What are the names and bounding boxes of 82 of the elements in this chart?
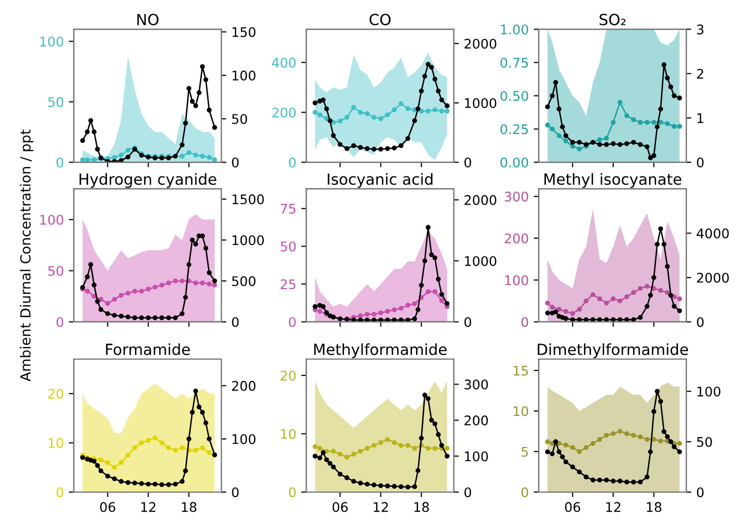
y2-tick-label: 100 (232, 70, 256, 81)
y2-tick-label: 1 (698, 113, 704, 123)
x-tick-label: 12 (374, 502, 388, 512)
y-tick-label: 0 (521, 317, 528, 328)
y2-tick-label: 2000 (697, 272, 729, 283)
x-tick-label: 12 (606, 502, 620, 512)
y2-tick-label: 100 (465, 451, 488, 462)
y2-tick-label: 0 (232, 317, 239, 328)
y-tick-label: 50 (48, 97, 64, 108)
y2-tick-label: 300 (464, 379, 488, 390)
y2-tick-label: 500 (232, 276, 256, 286)
y-tick-label: 1.00 (501, 24, 528, 34)
y2-tick-label: 1500 (232, 194, 264, 204)
x-tick-label: 06 (565, 502, 580, 512)
chart-title: Isocyanic acid (328, 173, 432, 188)
y-tick-label: 0.00 (500, 157, 528, 168)
y-tick-label: 0 (56, 487, 64, 498)
y-tick-label: 200 (272, 108, 296, 118)
y-tick-label: 50 (48, 266, 64, 276)
y-tick-label: 10 (514, 406, 528, 416)
y2-tick-label: 0 (696, 487, 704, 498)
chart-title: Formamide (106, 343, 190, 356)
y2-tick-label: 0 (464, 317, 472, 328)
y-tick-label: 0.50 (500, 90, 528, 101)
y2-tick-label: 1000 (465, 98, 496, 108)
x-tick-label: 12 (141, 502, 156, 512)
y-tick-label: 400 (272, 58, 296, 68)
y2-tick-label: 0 (464, 157, 472, 168)
y2-tick-label: 4000 (696, 228, 729, 238)
y-tick-label: 100 (40, 214, 64, 225)
y-tick-label: 0.25 (500, 124, 528, 134)
y2-tick-label: 0 (232, 157, 239, 168)
y-tick-label: 15 (514, 366, 528, 376)
y2-tick-label: 0 (696, 157, 704, 168)
y-tick-label: 0 (289, 317, 296, 328)
y-tick-label: 0.75 (500, 58, 528, 68)
chart-title: CO (370, 14, 391, 26)
chart-title: NO (137, 14, 158, 26)
y-tick-label: 100 (40, 36, 64, 47)
y2-tick-label: 100 (698, 386, 720, 397)
y-tick-label: 10 (281, 428, 296, 439)
y2-tick-label: 50 (697, 436, 712, 447)
y2-tick-label: 0 (696, 317, 704, 328)
y2-tick-label: 200 (232, 380, 256, 391)
y-tick-label: 5 (522, 446, 528, 457)
y2-tick-label: 2 (697, 68, 704, 79)
chart-title: Methyl isocyanate (544, 173, 682, 188)
y2-tick-label: 0 (232, 487, 239, 498)
y2-tick-label: 1000 (465, 256, 496, 266)
chart-title: SO₂ (600, 14, 626, 26)
x-tick-label: 06 (100, 502, 116, 512)
y-tick-label: 0 (289, 487, 296, 498)
x-tick-label: 18 (414, 502, 429, 512)
y-tick-label: 0 (56, 317, 64, 328)
y-tick-label: 75 (280, 204, 296, 214)
y-tick-label: 25 (280, 279, 296, 290)
y-tick-label: 0 (521, 487, 528, 498)
x-tick-label: 18 (646, 502, 662, 512)
x-tick-label: 18 (182, 502, 196, 512)
y-tick-label: 20 (280, 370, 296, 381)
chart-title: Methylformamide (314, 343, 447, 358)
y-tick-label: 100 (505, 275, 528, 286)
y2-tick-label: 100 (232, 434, 256, 444)
y-tick-label: 50 (280, 242, 296, 252)
y2-tick-label: 1000 (232, 235, 264, 246)
y-tick-label: 0 (289, 157, 296, 168)
chart-title: Hydrogen cyanide (80, 173, 216, 188)
y-tick-label: 0 (56, 157, 64, 168)
y2-tick-label: 200 (464, 415, 488, 426)
y2-tick-label: 50 (232, 114, 248, 124)
y-tick-label: 10 (48, 438, 64, 448)
y-tick-label: 300 (504, 192, 528, 202)
y-axis-title: Ambient Diurnal Concentration / ppt (20, 130, 34, 382)
y-tick-label: 20 (48, 388, 64, 399)
y2-tick-label: 3 (697, 24, 704, 34)
x-tick-label: 06 (332, 502, 348, 512)
y2-tick-label: 150 (232, 27, 256, 38)
y2-tick-label: 2000 (464, 38, 496, 49)
y2-tick-label: 0 (464, 487, 472, 498)
y-tick-label: 200 (504, 233, 528, 244)
chart-title: Dimethylformamide (538, 343, 688, 358)
y2-tick-label: 2000 (464, 195, 496, 206)
